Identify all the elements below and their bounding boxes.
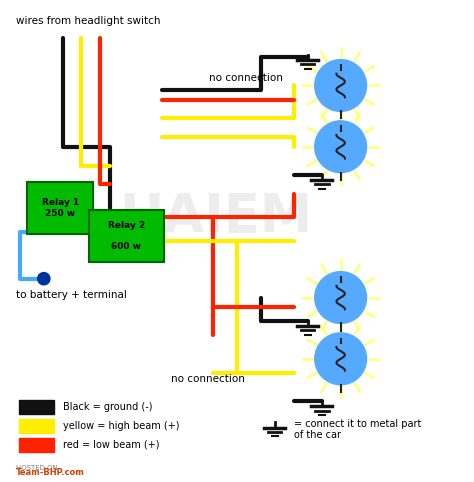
FancyBboxPatch shape [27,182,93,234]
Text: HAIEM: HAIEM [119,191,312,243]
Text: yellow = high beam (+): yellow = high beam (+) [63,421,179,431]
Text: Team-BHP.com: Team-BHP.com [16,468,84,477]
FancyBboxPatch shape [19,438,54,452]
Circle shape [315,272,366,323]
Text: no connection: no connection [209,73,283,83]
Text: = connect it to metal part
of the car: = connect it to metal part of the car [293,419,421,440]
Text: Relay 1
250 w: Relay 1 250 w [42,198,79,218]
Text: Black = ground (-): Black = ground (-) [63,402,152,412]
FancyBboxPatch shape [89,210,164,262]
Text: to battery + terminal: to battery + terminal [16,290,127,299]
FancyBboxPatch shape [19,419,54,433]
Circle shape [315,121,366,173]
FancyBboxPatch shape [19,400,54,414]
Text: HOSTED ON: HOSTED ON [16,465,57,470]
Text: wires from headlight switch: wires from headlight switch [16,16,160,26]
Text: red = low beam (+): red = low beam (+) [63,440,159,450]
Circle shape [37,273,50,285]
Text: no connection: no connection [171,375,245,384]
Text: Relay 2

600 w: Relay 2 600 w [108,221,145,251]
Circle shape [315,333,366,385]
Circle shape [315,60,366,111]
